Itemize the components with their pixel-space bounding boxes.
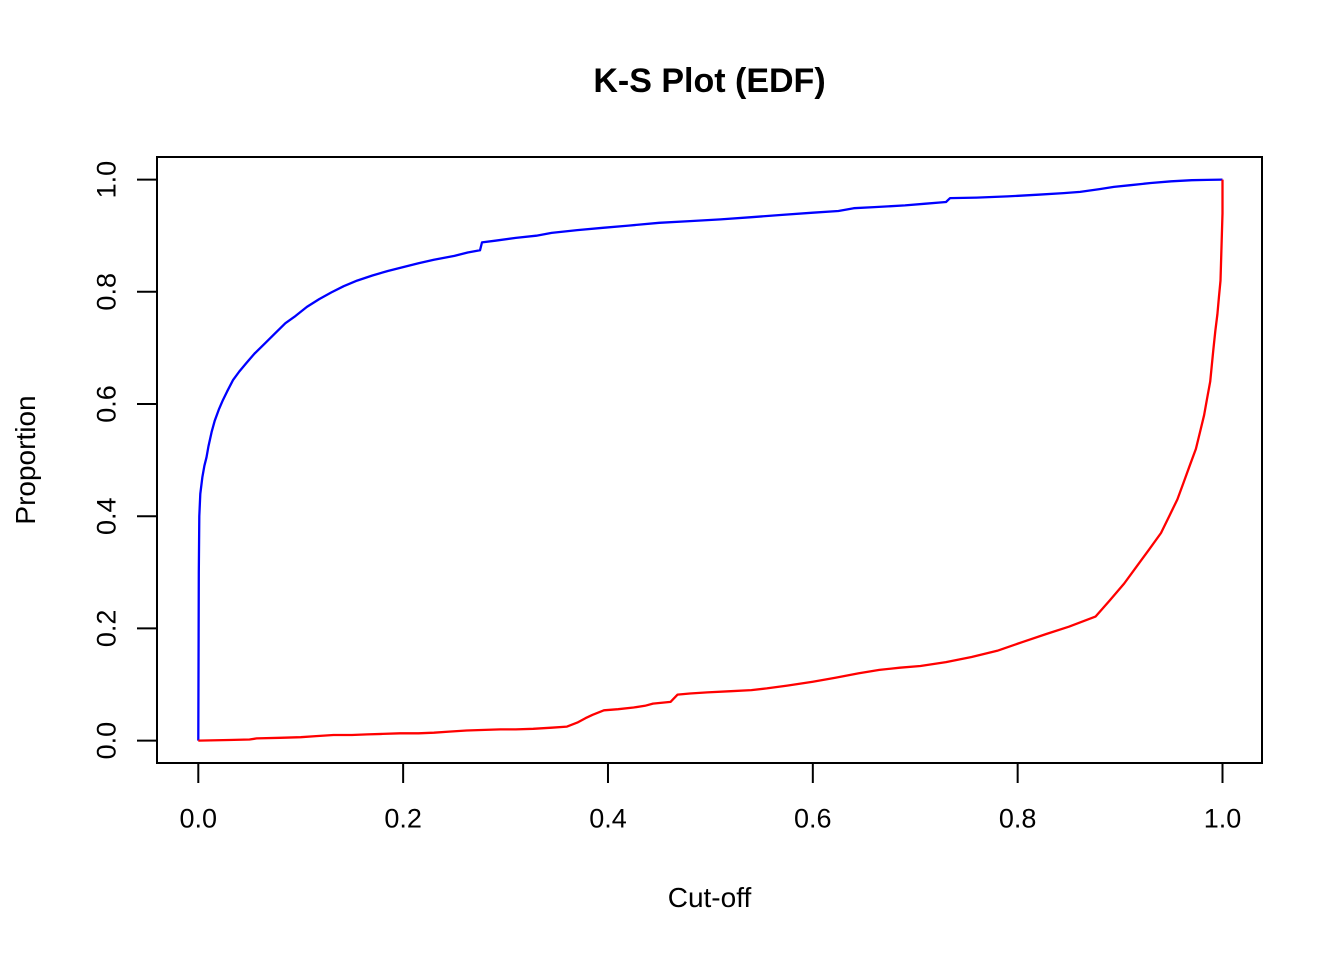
y-axis-title: Proportion bbox=[10, 395, 41, 525]
x-tick-label: 0.0 bbox=[180, 803, 218, 833]
x-tick-label: 0.4 bbox=[589, 803, 627, 833]
x-tick-label: 0.2 bbox=[384, 803, 422, 833]
red-edf-curve bbox=[198, 179, 1224, 742]
plot-border bbox=[156, 156, 1263, 764]
y-tick-label: 0.6 bbox=[91, 385, 121, 423]
chart-title: K-S Plot (EDF) bbox=[593, 62, 826, 100]
x-axis-title: Cut-off bbox=[667, 882, 752, 913]
y-tick-label: 0.2 bbox=[91, 610, 121, 648]
y-tick-label: 0.8 bbox=[91, 273, 121, 311]
y-tick-label: 0.0 bbox=[91, 722, 121, 760]
x-tick-label: 0.8 bbox=[999, 803, 1037, 833]
x-tick-label: 1.0 bbox=[1204, 803, 1242, 833]
blue-edf-curve bbox=[197, 178, 1223, 741]
y-tick-label: 0.4 bbox=[91, 497, 121, 535]
x-tick-label: 0.6 bbox=[794, 803, 832, 833]
y-tick-label: 1.0 bbox=[91, 161, 121, 199]
